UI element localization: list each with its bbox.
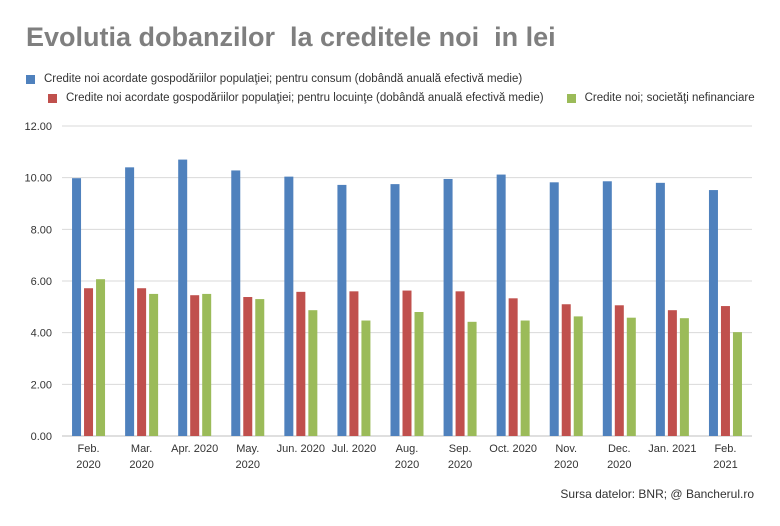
bar-series-2: [190, 295, 200, 436]
bar-series-1: [390, 184, 400, 436]
bar-series-1: [178, 159, 188, 437]
bar-series-1: [443, 178, 453, 437]
bar-series-1: [708, 190, 718, 436]
bar-series-2: [667, 310, 677, 436]
y-tick-label: 6.00: [31, 276, 52, 288]
bar-series-1: [602, 181, 612, 436]
x-tick-label: Nov.: [555, 443, 577, 455]
bar-series-1: [549, 182, 559, 436]
legend-swatch-societati: [566, 93, 576, 103]
x-tick-label: May.: [236, 443, 259, 455]
bar-series-3: [202, 293, 212, 436]
bar-series-3: [149, 293, 159, 436]
bar-series-2: [402, 290, 412, 436]
bar-series-3: [308, 310, 318, 436]
bar-series-2: [561, 304, 571, 436]
legend-label-consum: Credite noi acordate gospodăriilor popul…: [44, 73, 523, 85]
x-tick-label: Oct. 2020: [489, 443, 537, 455]
x-tick-label: Feb.: [78, 443, 100, 455]
x-tick-label: 2020: [607, 459, 631, 471]
legend-label-locuinte: Credite noi acordate gospodăriilor popul…: [66, 92, 544, 104]
legend-item-societati: Credite noi; societăţi nefinanciare: [566, 92, 755, 104]
x-tick-label: 2020: [448, 459, 472, 471]
bar-series-3: [467, 321, 477, 436]
legend-item-consum: Credite noi acordate gospodăriilor popul…: [26, 73, 522, 85]
bar-series-3: [96, 279, 106, 436]
legend-item-locuinte: Credite noi acordate gospodăriilor popul…: [48, 92, 544, 104]
x-tick-label: Feb.: [714, 443, 736, 455]
x-tick-label: 2020: [554, 459, 578, 471]
x-tick-label: Aug.: [396, 443, 419, 455]
y-tick-label: 10.00: [24, 173, 52, 185]
x-tick-label: 2020: [129, 459, 153, 471]
bar-series-3: [361, 320, 371, 436]
legend-swatch-consum: [26, 74, 35, 84]
y-tick-label: 2.00: [31, 379, 52, 391]
bar-series-1: [337, 184, 347, 436]
y-tick-label: 4.00: [31, 328, 52, 340]
bar-series-2: [720, 306, 730, 436]
x-tick-label: 2020: [236, 459, 260, 471]
bar-series-1: [231, 170, 241, 436]
legend-label-societati: Credite noi; societăţi nefinanciare: [584, 92, 755, 104]
bar-series-1: [284, 176, 294, 436]
x-tick-label: Jul. 2020: [332, 443, 377, 455]
x-tick-label: Apr. 2020: [171, 443, 218, 455]
bar-series-2: [137, 288, 147, 436]
legend-swatch-locuinte: [48, 93, 57, 103]
bar-series-1: [72, 178, 82, 436]
bar-series-2: [243, 297, 253, 436]
x-tick-label: Sep.: [449, 443, 472, 455]
y-tick-label: 8.00: [31, 224, 52, 236]
bar-series-1: [125, 167, 135, 437]
bar-series-1: [655, 182, 665, 436]
bar-series-3: [573, 316, 583, 436]
bar-series-2: [84, 288, 94, 436]
bar-series-2: [455, 291, 465, 436]
bar-series-1: [496, 174, 506, 437]
bar-series-3: [679, 318, 689, 436]
x-tick-label: Jun. 2020: [277, 443, 325, 455]
bar-series-2: [614, 305, 624, 436]
y-tick-label: 0.00: [31, 431, 52, 443]
bar-series-3: [520, 320, 530, 436]
x-tick-label: 2021: [713, 459, 737, 471]
bar-series-3: [414, 312, 424, 436]
x-tick-label: Mar.: [131, 443, 152, 455]
x-tick-label: Dec.: [608, 443, 631, 455]
x-tick-label: 2020: [395, 459, 419, 471]
bar-series-3: [626, 317, 636, 436]
bar-series-3: [255, 299, 265, 436]
x-tick-label: 2020: [76, 459, 100, 471]
source-note: Sursa datelor: BNR; @ Bancherul.ro: [560, 487, 754, 501]
bar-series-3: [732, 332, 742, 436]
bar-series-2: [296, 291, 306, 436]
y-tick-label: 12.00: [24, 121, 52, 133]
legend-row-1: Credite noi acordate gospodăriilor popul…: [26, 73, 522, 85]
bar-series-2: [349, 291, 359, 436]
legend-row-2: Credite noi acordate gospodăriilor popul…: [48, 92, 755, 104]
x-tick-label: Jan. 2021: [648, 443, 696, 455]
bar-series-2: [508, 298, 518, 436]
chart-title: Evolutia dobanzilor la creditele noi in …: [26, 22, 556, 52]
